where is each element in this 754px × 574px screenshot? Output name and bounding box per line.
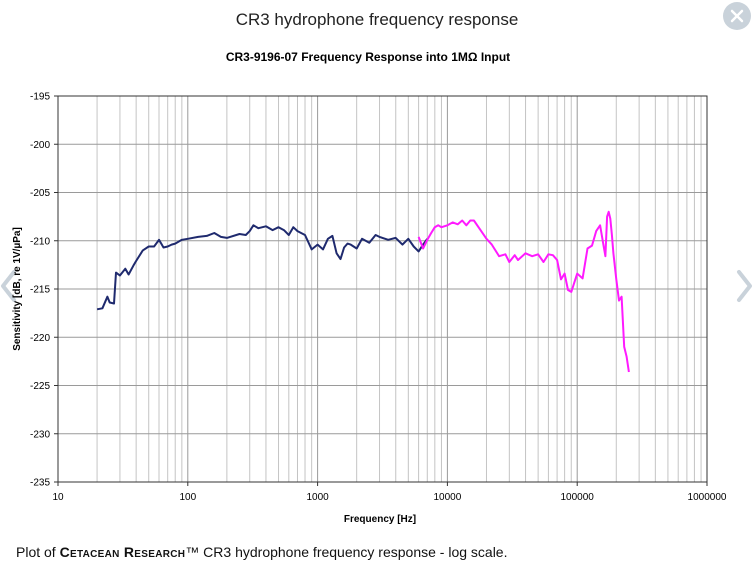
chart-series bbox=[96, 210, 630, 373]
close-button[interactable] bbox=[723, 2, 751, 30]
y-tick-label: -230 bbox=[30, 429, 50, 440]
caption-brand: Cetacean Research bbox=[59, 544, 186, 560]
caption-suffix: ™ CR3 hydrophone frequency response - lo… bbox=[185, 544, 508, 560]
chart: CR3-9196-07 Frequency Response into 1MΩ … bbox=[0, 36, 754, 530]
y-axis-label: Sensitivity [dB, re 1V/µPa] bbox=[12, 227, 23, 351]
y-tick-label: -210 bbox=[30, 236, 50, 247]
x-axis-label: Frequency [Hz] bbox=[344, 514, 416, 525]
chart-title: CR3-9196-07 Frequency Response into 1MΩ … bbox=[226, 50, 510, 64]
series-line-2 bbox=[417, 210, 630, 373]
close-icon bbox=[730, 9, 744, 23]
next-image-button[interactable] bbox=[734, 268, 754, 304]
y-tick-label: -235 bbox=[30, 478, 50, 489]
chart-svg: CR3-9196-07 Frequency Response into 1MΩ … bbox=[12, 50, 727, 525]
series-line-1 bbox=[96, 224, 429, 311]
y-tick-label: -200 bbox=[30, 140, 50, 151]
x-tick-label: 1000000 bbox=[688, 492, 727, 503]
y-axis-ticks: -195 -200 -205 -210 -215 -220 -225 -230 -235 bbox=[30, 92, 58, 489]
x-tick-label: 10 bbox=[52, 492, 64, 503]
chevron-right-icon bbox=[737, 270, 752, 302]
x-tick-label: 1000 bbox=[306, 492, 329, 503]
y-tick-label: -215 bbox=[30, 285, 50, 296]
x-axis-ticks: 10 100 1000 10000 100000 1000000 bbox=[52, 482, 727, 503]
chart-grid bbox=[57, 95, 707, 483]
previous-image-button[interactable] bbox=[0, 268, 20, 304]
x-tick-label: 10000 bbox=[433, 492, 461, 503]
x-tick-label: 100 bbox=[179, 492, 196, 503]
viewer-title: CR3 hydrophone frequency response bbox=[235, 10, 519, 29]
y-tick-label: -225 bbox=[30, 381, 50, 392]
y-tick-label: -220 bbox=[30, 333, 50, 344]
image-caption: Plot of Cetacean Research™ CR3 hydrophon… bbox=[16, 544, 507, 560]
y-tick-label: -195 bbox=[30, 92, 50, 103]
chevron-left-icon bbox=[1, 270, 16, 302]
caption-prefix: Plot of bbox=[16, 544, 60, 560]
x-tick-label: 100000 bbox=[561, 492, 595, 503]
y-tick-label: -205 bbox=[30, 188, 50, 199]
